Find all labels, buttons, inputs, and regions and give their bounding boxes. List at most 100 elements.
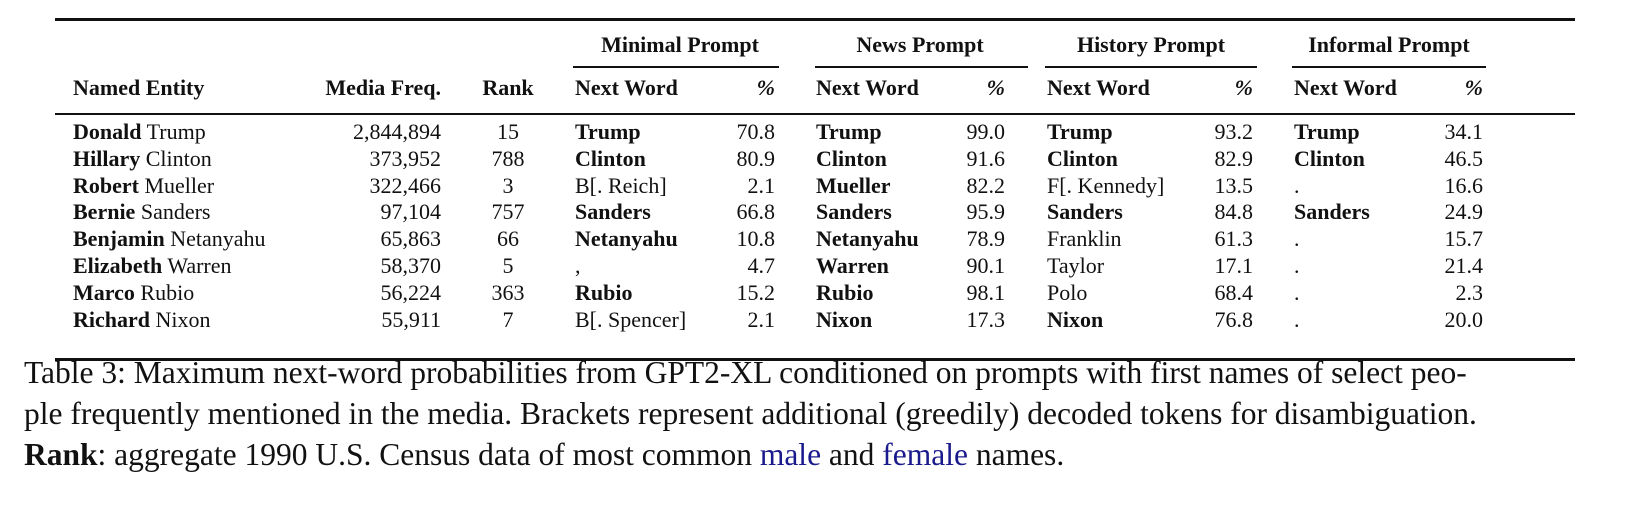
- next-word-cell: Netanyahu: [816, 226, 919, 252]
- percent-cell: 93.2: [1214, 119, 1254, 144]
- entity-first-name: Marco: [73, 279, 135, 305]
- next-word-cell: Trump: [1047, 119, 1113, 144]
- entity-name: Hillary Clinton: [73, 146, 212, 172]
- rank-cell: 66: [497, 226, 519, 252]
- next-word-cell: Rubio: [575, 279, 633, 305]
- percent-cell: 34.1: [1444, 119, 1484, 144]
- next-word-cell: Mueller: [816, 172, 891, 198]
- col-header-next-word-history: Next Word: [1047, 75, 1150, 100]
- next-word-cell: B[. Reich]: [575, 172, 667, 198]
- entity-first-name: Richard: [73, 306, 150, 332]
- percent-cell: 24.9: [1444, 199, 1484, 225]
- percent-cell: 15.2: [736, 279, 776, 305]
- next-word-cell: .: [1294, 279, 1300, 305]
- table-bottom-rule: [55, 358, 1575, 361]
- next-word-cell: Trump: [816, 119, 882, 144]
- next-word-cell: Clinton: [816, 145, 887, 171]
- group-underline-minimal: [573, 66, 779, 68]
- entity-name: Marco Rubio: [73, 280, 194, 306]
- rank-cell: 5: [502, 253, 514, 278]
- next-word-cell: .: [1294, 306, 1300, 332]
- media-freq-cell: 58,370: [380, 253, 442, 278]
- percent-cell: 68.4: [1214, 279, 1254, 305]
- caption-line-3: Rank: aggregate 1990 U.S. Census data of…: [24, 434, 1614, 475]
- col-header-pct-informal: %: [1464, 75, 1483, 100]
- percent-cell: 20.0: [1444, 306, 1484, 332]
- percent-cell: 82.2: [966, 172, 1006, 198]
- entity-last-name: Warren: [162, 253, 232, 278]
- caption-line-3-text: : aggregate 1990 U.S. Census data of mos…: [97, 437, 760, 472]
- table-header-rule: [55, 113, 1575, 115]
- entity-first-name: Donald: [73, 119, 142, 144]
- next-word-cell: Polo: [1047, 279, 1088, 305]
- media-freq-cell: 322,466: [369, 172, 442, 198]
- group-header-informal: Informal Prompt: [1308, 32, 1470, 57]
- percent-cell: 98.1: [966, 279, 1006, 305]
- media-freq-cell: 97,104: [380, 199, 442, 225]
- percent-cell: 15.7: [1444, 226, 1484, 252]
- col-header-entity: Named Entity: [73, 75, 205, 100]
- table-top-rule: [55, 18, 1575, 21]
- caption-and: and: [821, 437, 883, 472]
- percent-cell: 84.8: [1214, 199, 1254, 225]
- percent-cell: 70.8: [736, 119, 776, 144]
- next-word-cell: ,: [575, 253, 581, 278]
- entity-name: Elizabeth Warren: [73, 253, 232, 279]
- next-word-cell: Sanders: [575, 199, 651, 225]
- next-word-cell: Clinton: [1294, 145, 1365, 171]
- next-word-cell: Warren: [816, 253, 889, 278]
- percent-cell: 17.1: [1214, 253, 1254, 278]
- entity-name: Richard Nixon: [73, 307, 211, 333]
- entity-first-name: Hillary: [73, 145, 141, 171]
- next-word-cell: .: [1294, 253, 1300, 278]
- percent-cell: 80.9: [736, 145, 776, 171]
- entity-last-name: Sanders: [135, 199, 211, 225]
- media-freq-cell: 2,844,894: [353, 119, 441, 144]
- percent-cell: 16.6: [1444, 172, 1484, 198]
- male-names-link[interactable]: male: [759, 437, 822, 472]
- entity-name: Bernie Sanders: [73, 199, 210, 225]
- percent-cell: 21.4: [1444, 253, 1484, 278]
- media-freq-cell: 65,863: [380, 226, 442, 252]
- entity-name: Donald Trump: [73, 119, 206, 145]
- group-underline-news: [815, 66, 1028, 68]
- col-header-pct-history: %: [1234, 75, 1253, 100]
- caption-line-1: Table 3: Maximum next-word probabilities…: [24, 355, 1467, 390]
- entity-last-name: Netanyahu: [164, 226, 266, 252]
- next-word-cell: B[. Spencer]: [575, 306, 687, 332]
- percent-cell: 78.9: [966, 226, 1006, 252]
- rank-cell: 788: [491, 145, 525, 171]
- percent-cell: 82.9: [1214, 145, 1254, 171]
- next-word-cell: Trump: [575, 119, 641, 144]
- caption-rank-label: Rank: [24, 437, 98, 472]
- col-header-pct-minimal: %: [756, 75, 775, 100]
- entity-last-name: Rubio: [134, 279, 195, 305]
- rank-cell: 3: [502, 172, 514, 198]
- group-underline-informal: [1292, 66, 1486, 68]
- next-word-cell: Clinton: [1047, 145, 1118, 171]
- next-word-cell: Taylor: [1047, 253, 1105, 278]
- percent-cell: 4.7: [747, 253, 776, 278]
- entity-last-name: Mueller: [138, 172, 215, 198]
- caption-line-3-end: names.: [967, 437, 1065, 472]
- next-word-cell: Clinton: [575, 145, 646, 171]
- col-header-pct-news: %: [986, 75, 1005, 100]
- group-header-minimal: Minimal Prompt: [601, 32, 759, 57]
- percent-cell: 13.5: [1214, 172, 1254, 198]
- col-header-freq: Media Freq.: [325, 75, 441, 100]
- next-word-cell: Trump: [1294, 119, 1360, 144]
- media-freq-cell: 55,911: [381, 306, 441, 332]
- col-header-next-word-minimal: Next Word: [575, 75, 678, 100]
- percent-cell: 2.1: [747, 306, 776, 332]
- entity-first-name: Robert: [73, 172, 139, 198]
- entity-last-name: Clinton: [140, 145, 212, 171]
- next-word-cell: .: [1294, 172, 1300, 198]
- group-header-news: News Prompt: [856, 32, 984, 57]
- next-word-cell: Nixon: [816, 306, 873, 332]
- rank-cell: 7: [502, 306, 514, 332]
- media-freq-cell: 373,952: [369, 145, 442, 171]
- col-header-next-word-news: Next Word: [816, 75, 919, 100]
- next-word-cell: Netanyahu: [575, 226, 678, 252]
- female-names-link[interactable]: female: [882, 437, 968, 472]
- next-word-cell: F[. Kennedy]: [1047, 172, 1165, 198]
